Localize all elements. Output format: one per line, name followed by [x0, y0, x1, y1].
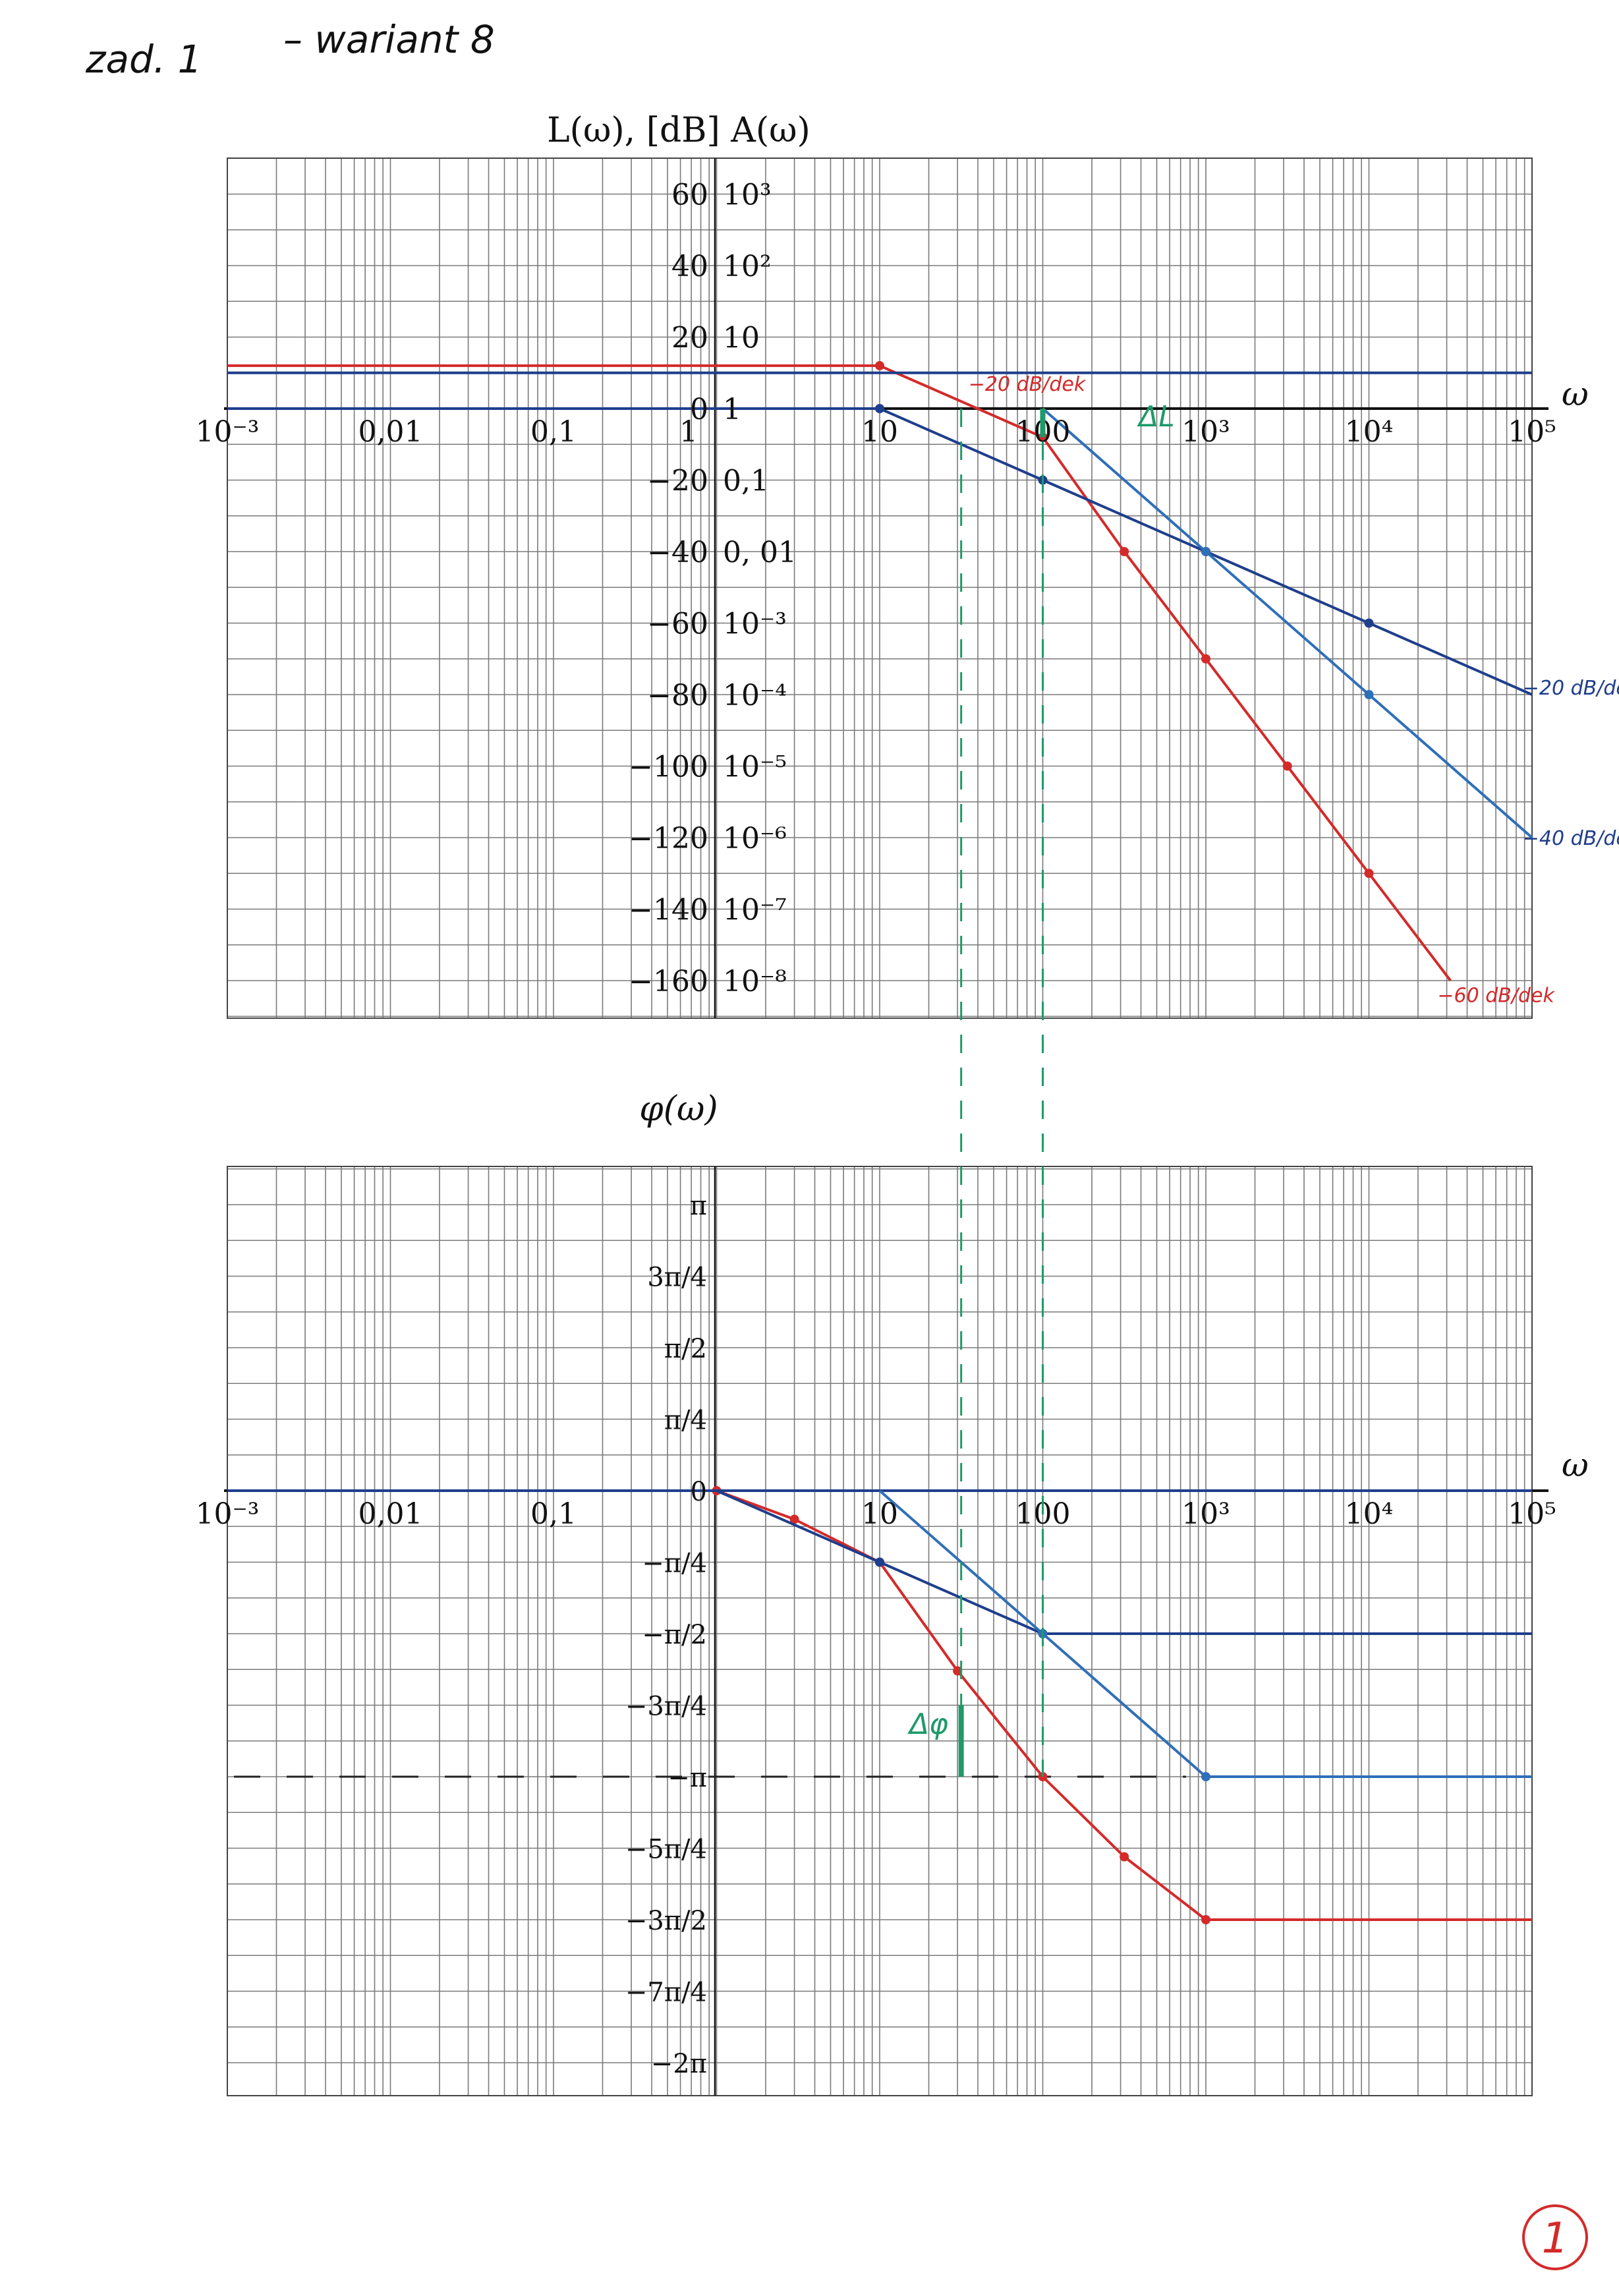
magnitude-db-tick-label: −120 — [629, 822, 708, 855]
magnitude-chart: L(ω), [dB] A(ω) 60 10³ 40 10² 20 10 0 1 −20 0,1 −4… — [196, 111, 1619, 1019]
page-number-circle — [1522, 2204, 1588, 2270]
magnitude-x-tick-label: 10⁵ — [1508, 415, 1556, 449]
magnitude-x-tick-label: 0,1 — [530, 415, 577, 449]
magnitude-amplitude-tick-label: 10⁻⁶ — [723, 822, 787, 855]
phase-x-tick-label: 0,1 — [530, 1497, 577, 1531]
magnitude-db-tick-label: −60 — [647, 608, 708, 641]
magnitude-annotations: −20 dB/dek ΔL −20 dB/dek −40 dB/dek −60 dB/d… — [969, 373, 1619, 1008]
magnitude-slope-annotation: ΔL — [1137, 400, 1175, 434]
phase-delta-annotation: Δφ — [907, 1708, 948, 1741]
phase-series-point — [875, 1557, 884, 1567]
magnitude-amplitude-tick-label: 0,1 — [723, 465, 769, 498]
magnitude-series-point — [875, 360, 884, 370]
magnitude-series-point — [1120, 547, 1129, 556]
magnitude-x-tick-label: 10⁻³ — [196, 415, 260, 449]
phase-tick-label: −5π/4 — [625, 1835, 707, 1865]
phase-x-tick-label: 10³ — [1181, 1497, 1230, 1531]
phase-tick-labels: π 3π/4 π/2 π/4 0 −π/4 −π/2 −3π/4 −π −5π/4 −3π/2 −7π… — [196, 1191, 1556, 2079]
magnitude-db-tick-label: −80 — [647, 679, 708, 712]
magnitude-x-tick-label: 10⁴ — [1345, 415, 1394, 449]
magnitude-series-point — [1364, 690, 1374, 699]
magnitude-slope-annotation: −40 dB/dek — [1523, 827, 1619, 850]
phase-tick-label: −π/2 — [642, 1620, 707, 1650]
magnitude-series-line — [227, 364, 1452, 982]
phase-frame — [227, 1166, 1533, 2096]
magnitude-x-tick-label: 10 — [861, 415, 898, 449]
magnitude-series-point — [1201, 654, 1210, 664]
magnitude-series-point — [875, 404, 884, 413]
page-number: 1 — [1542, 2214, 1569, 2263]
magnitude-series — [227, 360, 1533, 982]
magnitude-series-point — [1364, 869, 1374, 878]
magnitude-amplitude-tick-label: 10 — [723, 322, 760, 355]
phase-tick-label: π/4 — [664, 1406, 707, 1436]
phase-tick-label: 3π/4 — [647, 1263, 707, 1293]
magnitude-amplitude-tick-label: 10⁻⁷ — [723, 894, 787, 927]
phase-x-tick-label: 10⁵ — [1508, 1497, 1556, 1531]
magnitude-series-point — [1364, 618, 1374, 628]
magnitude-series-line — [1042, 407, 1533, 839]
green-guide-lines — [958, 409, 1046, 1777]
phase-tick-label: −π — [667, 1763, 707, 1793]
magnitude-series-line — [227, 407, 1533, 696]
phase-series-point — [1201, 1915, 1210, 1924]
phase-tick-label: −7π/4 — [625, 1978, 707, 2008]
phase-omega-label: ω — [1562, 1446, 1589, 1484]
magnitude-amplitude-tick-label: 1 — [723, 393, 741, 426]
phase-tick-label: π/2 — [664, 1334, 707, 1364]
magnitude-chart-title: L(ω), [dB] A(ω) — [547, 111, 810, 150]
magnitude-db-tick-label: −100 — [629, 751, 708, 784]
phase-annotations: Δφ — [907, 1708, 948, 1741]
magnitude-slope-annotation: −60 dB/dek — [1437, 985, 1555, 1008]
magnitude-amplitude-tick-label: 10² — [723, 250, 772, 283]
magnitude-omega-label: ω — [1562, 375, 1589, 413]
phase-tick-label: 0 — [691, 1477, 707, 1507]
phase-chart: φ(ω) π 3π/4 π/2 π/4 0 −π/4 −π/2 −3π/4 −π −5π/4 −3π… — [196, 1089, 1589, 2096]
magnitude-grid — [224, 158, 1548, 1019]
magnitude-amplitude-tick-label: 10⁻⁵ — [723, 751, 787, 784]
magnitude-amplitude-tick-label: 10⁻⁸ — [723, 965, 787, 998]
phase-tick-label: −π/4 — [642, 1549, 707, 1579]
magnitude-db-tick-label: −40 — [647, 536, 708, 569]
magnitude-db-tick-label: −160 — [629, 965, 708, 998]
phase-x-tick-label: 0,01 — [358, 1497, 423, 1531]
phase-tick-label: π — [690, 1191, 707, 1221]
phase-tick-label: −2π — [651, 2049, 707, 2079]
phase-x-tick-label: 10⁴ — [1345, 1497, 1394, 1531]
phase-x-tick-label: 10⁻³ — [196, 1497, 260, 1531]
magnitude-amplitude-tick-label: 10⁻³ — [723, 608, 787, 641]
magnitude-db-tick-label: 40 — [671, 250, 708, 283]
magnitude-amplitude-tick-label: 10⁻⁴ — [723, 679, 787, 712]
magnitude-db-tick-label: 60 — [671, 179, 708, 212]
phase-series-point — [1201, 1772, 1210, 1781]
magnitude-slope-annotation: −20 dB/dek — [969, 373, 1087, 396]
magnitude-db-tick-label: 0 — [690, 393, 708, 426]
phase-series-point — [953, 1666, 963, 1676]
phase-tick-label: −3π/4 — [625, 1692, 707, 1722]
phase-series-point — [789, 1514, 799, 1524]
phase-chart-title: φ(ω) — [639, 1089, 718, 1129]
magnitude-db-tick-label: −140 — [629, 894, 708, 927]
magnitude-db-tick-label: −20 — [647, 465, 708, 498]
magnitude-amplitude-tick-label: 10³ — [723, 179, 772, 212]
variant-note: – wariant 8 — [283, 17, 495, 62]
magnitude-series-point — [1201, 547, 1210, 556]
magnitude-x-tick-label: 0,01 — [358, 415, 423, 449]
phase-series-point — [1120, 1852, 1129, 1862]
phase-tick-label: −3π/2 — [625, 1906, 707, 1936]
magnitude-tick-labels: 60 10³ 40 10² 20 10 0 1 −20 0,1 −40 0, 01 −60 10⁻³ −80… — [196, 179, 1556, 999]
magnitude-slope-annotation: −20 dB/dek — [1523, 677, 1619, 700]
magnitude-amplitude-tick-label: 0, 01 — [723, 536, 797, 569]
task-note: zad. 1 — [85, 37, 202, 82]
magnitude-x-tick-label: 1 — [679, 415, 698, 449]
magnitude-db-tick-label: 20 — [671, 322, 708, 355]
magnitude-x-tick-label: 10³ — [1181, 415, 1230, 449]
magnitude-frame — [227, 158, 1533, 1019]
phase-x-tick-label: 10 — [861, 1497, 898, 1531]
magnitude-series-point — [1282, 761, 1292, 771]
phase-grid — [224, 1166, 1548, 2096]
